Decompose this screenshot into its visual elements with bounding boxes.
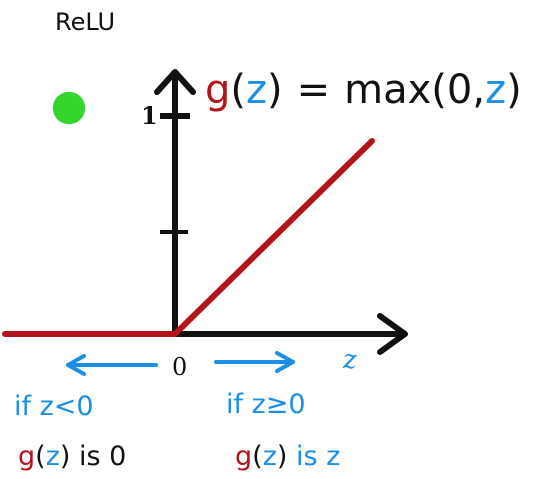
right-condition: if z≥0 (226, 389, 306, 420)
formula-lparen: ( (230, 67, 246, 113)
right-result-open: ( (252, 441, 263, 472)
y-axis-arrowhead (154, 69, 196, 95)
left-arrow (66, 354, 158, 376)
x-axis-arrowhead (377, 313, 408, 355)
left-result-g: g (18, 441, 35, 472)
left-result-tail: is 0 (79, 441, 126, 472)
right-result-tail: is z (296, 441, 340, 472)
right-result: g(z) is z (235, 441, 340, 472)
formula-g: g (205, 67, 230, 113)
right-result-g: g (235, 441, 252, 472)
right-result-z: z (263, 441, 277, 472)
green-dot-icon (53, 92, 85, 124)
relu-line (2, 138, 375, 337)
formula-max: max (344, 67, 431, 113)
left-condition: if z<0 (14, 391, 94, 422)
formula-arg-open: (0, (431, 67, 485, 113)
title: ReLU (55, 8, 116, 36)
formula-rparen: ) (267, 67, 283, 113)
formula-arg-z: z (485, 67, 506, 113)
left-result: g(z) is 0 (18, 441, 126, 472)
left-result-open: ( (35, 441, 46, 472)
right-arrow (214, 351, 295, 373)
left-result-z: z (46, 441, 60, 472)
formula-arg-close: ) (506, 67, 522, 113)
formula-z: z (246, 67, 267, 113)
x-axis-label: z (342, 345, 357, 375)
formula: g(z) = max(0,z) (205, 67, 522, 113)
formula-equals: = (297, 67, 331, 113)
right-result-close: ) (277, 441, 296, 472)
origin-label: 0 (172, 353, 187, 381)
y-tick-label: 1 (141, 101, 158, 130)
left-result-close: ) (60, 441, 79, 472)
